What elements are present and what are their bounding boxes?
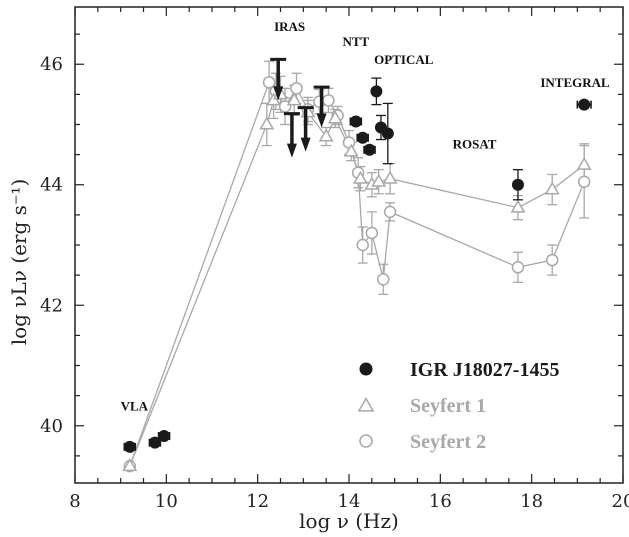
y-tick-label: 42	[40, 295, 63, 316]
legend: IGR J18027-1455 Seyfert 1 Seyfert 2	[357, 359, 559, 453]
legend-marker-seyfert1	[357, 396, 375, 412]
y-tick-label: 40	[40, 416, 63, 437]
seyfert2-point	[577, 175, 591, 188]
seyfert1-point	[371, 173, 387, 187]
upper-limit-arrowhead	[273, 86, 284, 101]
seyfert1-point	[352, 170, 368, 184]
legend-marker-seyfert2	[359, 434, 373, 448]
igr-point	[158, 430, 171, 443]
igr-point	[363, 143, 376, 156]
seyfert2-point	[322, 94, 335, 107]
igr-point	[578, 98, 591, 111]
igr-point	[370, 85, 383, 98]
seyfert2-point	[262, 76, 276, 89]
x-tick-label: 14	[338, 491, 361, 512]
band-label: OPTICAL	[374, 52, 434, 67]
x-axis-title: log ν (Hz)	[299, 509, 399, 533]
x-tick-label: 10	[155, 491, 178, 512]
seyfert1-line	[129, 93, 585, 467]
y-tick-label: 44	[40, 175, 63, 196]
igr-layer	[123, 57, 592, 453]
axes-frame: 8 10 12 14 16 18 20 40 42 44 46	[40, 6, 629, 512]
upper-limit-arrowhead	[300, 137, 311, 152]
seyfert1-point	[343, 143, 359, 157]
x-tick-label: 18	[520, 491, 543, 512]
x-tick-label: 16	[429, 491, 452, 512]
seyfert2-point	[511, 261, 525, 274]
igr-point	[381, 127, 394, 140]
legend-marker-igr	[359, 362, 373, 376]
igr-point	[123, 440, 136, 453]
seyfert2-point	[545, 253, 559, 267]
seyfert2-point	[377, 273, 390, 286]
seyfert2-point	[290, 82, 303, 95]
seyfert2-point	[356, 238, 369, 252]
legend-label: IGR J18027-1455	[410, 359, 559, 381]
seyfert1-point	[510, 199, 526, 213]
x-tick-label: 20	[612, 491, 629, 512]
seyfert1-point	[318, 128, 334, 142]
band-label: NTT	[342, 34, 369, 49]
band-label: ROSAT	[453, 137, 497, 152]
band-label: INTEGRAL	[540, 75, 610, 90]
upper-limit-arrowhead	[286, 143, 297, 158]
x-tick-label: 12	[246, 491, 269, 512]
y-axis-title: log νLν (erg s⁻¹)	[7, 179, 31, 346]
seyfert1-point	[122, 458, 138, 472]
legend-label: Seyfert 2	[410, 431, 486, 453]
legend-label: Seyfert 1	[410, 395, 486, 417]
band-label: VLA	[121, 399, 149, 414]
upper-limit-arrowhead	[316, 113, 327, 128]
seyfert1-point	[259, 116, 275, 130]
x-tick-label: 8	[69, 491, 80, 512]
seyfert1-point	[327, 110, 343, 124]
igr-point	[356, 131, 369, 144]
y-tick-label: 46	[40, 54, 63, 75]
igr-point	[511, 178, 524, 191]
seyfert1-point	[576, 156, 592, 170]
band-labels: VLA IRAS NTT OPTICAL ROSAT INTEGRAL	[121, 19, 610, 414]
seyfert1-point	[382, 170, 398, 184]
band-label: IRAS	[274, 19, 305, 34]
seyfert1-point	[544, 181, 560, 195]
seyfert1-point	[286, 92, 302, 106]
seyfert2-point	[383, 205, 397, 219]
igr-point	[349, 115, 362, 128]
seyfert2-point	[365, 226, 379, 240]
